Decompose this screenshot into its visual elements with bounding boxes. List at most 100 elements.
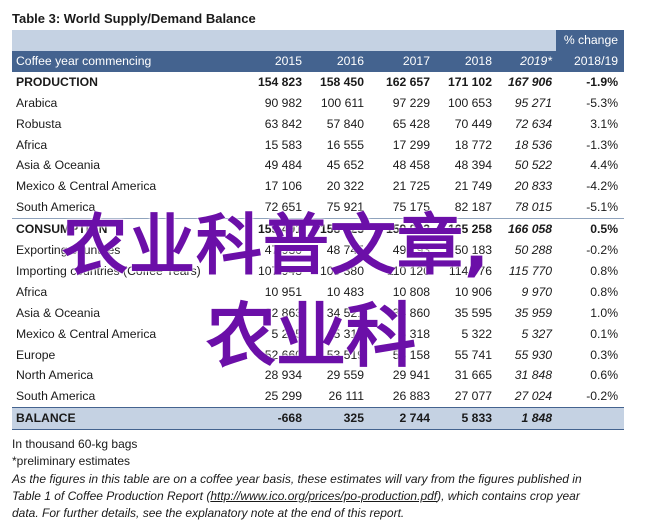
pct-change-cell: -1.9% — [586, 74, 619, 89]
cell-value: 97 229 — [392, 95, 430, 110]
table-row: Africa 10 951 10 483 10 808 10 906 9 970 0.8% — [12, 282, 624, 303]
disclaimer-line-2: Table 1 of Coffee Production Report (htt… — [12, 488, 624, 505]
cell-value: 115 770 — [508, 263, 553, 278]
unit-note: In thousand 60-kg bags — [12, 437, 138, 452]
cell-value: 31 665 — [454, 368, 492, 383]
cell-value: 90 982 — [264, 95, 302, 110]
cell-value: 95 271 — [514, 95, 553, 110]
table-row: Robusta 63 842 57 840 65 428 70 449 72 634 3.1… — [12, 114, 624, 135]
cell-value: 21 749 — [454, 179, 492, 194]
disclaimer-text: ), which contains crop year — [437, 488, 580, 503]
cell-value: 65 428 — [392, 116, 430, 131]
prelim-note: *preliminary estimates — [12, 454, 131, 469]
row-label: Europe — [16, 347, 56, 362]
cell-value: 57 840 — [326, 116, 364, 131]
table-row: North America 28 934 29 559 29 941 31 665 31 … — [12, 365, 624, 386]
cell-value: 34 860 — [392, 305, 430, 320]
row-label: Mexico & Central America — [16, 326, 157, 341]
cell-value: 16 555 — [326, 137, 364, 152]
table-row: Mexico & Central America 17 106 20 322 21 7… — [12, 176, 624, 197]
pct-change-cell: 1.0% — [590, 305, 619, 320]
cell-value: 10 951 — [264, 284, 302, 299]
cell-value: 10 906 — [454, 284, 492, 299]
document: Table 3: World Supply/Demand Balance % c… — [12, 8, 625, 522]
cell-value: 63 842 — [264, 116, 302, 131]
cell-value: 107 943 — [257, 263, 302, 278]
row-label: CONSUMPTION — [12, 218, 226, 241]
cell-value: 166 058 — [496, 218, 557, 241]
disclaimer-text: Table 1 of Coffee Production Report ( — [12, 488, 211, 503]
header-row-top: % change — [12, 30, 625, 51]
cell-value: 47 930 — [264, 243, 302, 258]
pct-change-cell: -0.2% — [586, 243, 619, 258]
cell-value: 155 491 — [226, 218, 306, 241]
total-row: PRODUCTION 154 823 158 450 162 657 171 102 16… — [12, 72, 624, 93]
row-label: South America — [16, 200, 96, 215]
cell-value: 154 823 — [257, 74, 302, 89]
cell-value: 27 077 — [454, 389, 492, 404]
cell-value: 82 187 — [454, 200, 492, 215]
year-header: 2017 — [368, 50, 434, 72]
cell-value: 27 024 — [514, 389, 553, 404]
pct-change-cell: -5.1% — [586, 200, 619, 215]
cell-value: 75 175 — [392, 200, 430, 215]
pct-change-cell: 4.4% — [590, 158, 619, 173]
cell-value: 114 976 — [448, 263, 492, 278]
disclaimer-line-1: As the figures in this table are on a co… — [12, 471, 582, 486]
cell-value: 1 848 — [496, 407, 557, 431]
pct-change-header: % change — [556, 30, 625, 51]
table-row: Exporting countries 47 930 48 745 49 793 50 … — [12, 240, 624, 261]
pct-change-cell — [556, 407, 625, 431]
table-row: South America 72 651 75 921 75 175 82 187 78 … — [12, 197, 624, 218]
disclaimer-line-3: data. For further details, see the expla… — [12, 506, 405, 521]
cell-value: 158 450 — [319, 74, 364, 89]
cell-value: 9 970 — [521, 284, 553, 299]
cell-value: 171 102 — [447, 74, 492, 89]
cell-value: 10 808 — [392, 284, 430, 299]
header-spacer — [12, 30, 557, 51]
cell-value: 18 772 — [454, 137, 492, 152]
table-row: Arabica 90 982 100 611 97 229 100 653 95 271 -… — [12, 93, 624, 114]
row-label: Africa — [16, 137, 48, 152]
pct-change-cell: 0.3% — [590, 347, 619, 362]
cell-value: 10 483 — [326, 284, 364, 299]
coffee-year-header: Coffee year commencing — [12, 50, 226, 72]
cell-value: 28 934 — [264, 368, 302, 383]
row-label: North America — [16, 368, 94, 383]
table-notes: In thousand 60-kg bags *preliminary esti… — [12, 436, 624, 522]
cell-value: 5 322 — [461, 326, 493, 341]
cell-value: 5 310 — [333, 326, 365, 341]
cell-value: 48 394 — [454, 158, 492, 173]
cell-value: 5 327 — [521, 326, 553, 341]
pct-change-cell: 0.1% — [590, 326, 619, 341]
pct-change-cell: 0.6% — [590, 368, 619, 383]
row-label: Asia & Oceania — [16, 158, 101, 173]
ico-report-link[interactable]: http://www.ico.org/prices/po-production.… — [210, 488, 438, 503]
pct-change-cell: -5.3% — [586, 95, 619, 110]
row-label: South America — [16, 389, 96, 404]
pct-change-period: 2018/19 — [556, 50, 625, 72]
cell-value: 15 583 — [264, 137, 302, 152]
cell-value: 49 484 — [264, 158, 302, 173]
cell-value: 35 595 — [454, 305, 492, 320]
cell-value: 31 848 — [514, 368, 553, 383]
cell-value: 26 111 — [328, 389, 364, 404]
table-row: Africa 15 583 16 555 17 299 18 772 18 536 -1.3… — [12, 135, 624, 156]
total-row: CONSUMPTION 155 491 158 125 159 913 165 258 1… — [12, 218, 625, 241]
row-label: Mexico & Central America — [16, 179, 157, 194]
cell-value: 110 120 — [386, 263, 430, 278]
cell-value: 70 449 — [454, 116, 492, 131]
pct-change-cell: 0.8% — [590, 284, 619, 299]
cell-value: 55 741 — [454, 347, 492, 362]
row-label: BALANCE — [12, 407, 226, 431]
cell-value: 55 930 — [514, 347, 553, 362]
cell-value: 49 793 — [392, 243, 430, 258]
row-label: Robusta — [16, 116, 62, 131]
cell-value: 29 559 — [326, 368, 364, 383]
cell-value: 159 913 — [368, 218, 434, 241]
year-header: 2018 — [434, 50, 496, 72]
cell-value: 21 725 — [392, 179, 430, 194]
cell-value: 18 536 — [514, 137, 553, 152]
cell-value: -668 — [226, 407, 306, 431]
row-label: Importing countries (Coffee Years) — [16, 263, 201, 278]
